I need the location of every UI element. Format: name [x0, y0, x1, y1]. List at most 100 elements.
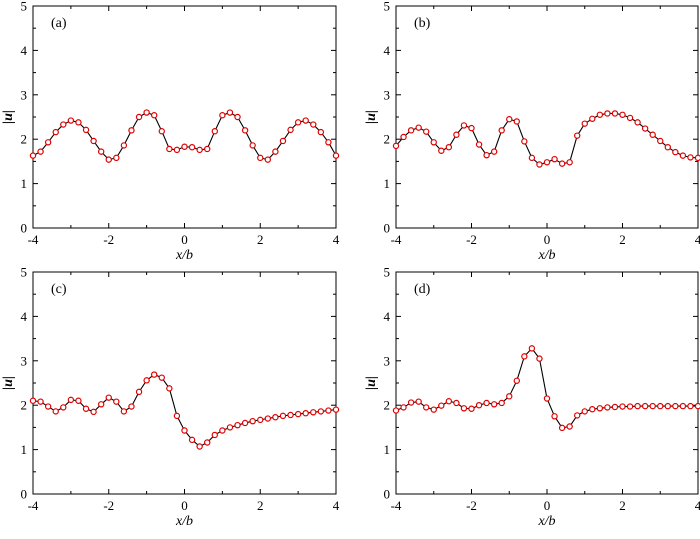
data-point [596, 405, 604, 412]
data-point [97, 401, 105, 408]
y-tick-label: 4 [384, 309, 391, 324]
data-point [641, 125, 649, 132]
data-point [97, 148, 105, 155]
data-point [135, 113, 143, 121]
data-point [166, 145, 173, 153]
data-point [226, 109, 234, 116]
data-point [52, 408, 59, 415]
data-point [188, 143, 196, 151]
data-point [249, 417, 256, 425]
data-point [415, 124, 422, 131]
x-axis-label: x/b [175, 514, 193, 529]
data-point [181, 143, 188, 150]
panel-label: (d) [414, 282, 431, 297]
x-tick-label: 0 [544, 498, 551, 513]
data-point [37, 398, 44, 405]
data-point [513, 118, 521, 125]
data-point [521, 138, 528, 145]
x-tick-label: 4 [695, 232, 700, 247]
x-tick-label: -4 [28, 232, 39, 247]
y-tick-label: 1 [21, 442, 28, 457]
data-point [506, 116, 513, 123]
series-line [32, 374, 337, 448]
data-point [302, 117, 309, 124]
y-tick-label: 2 [384, 132, 391, 147]
data-point [679, 402, 687, 410]
data-point [287, 411, 294, 419]
data-point [445, 143, 453, 151]
data-point [82, 126, 90, 134]
data-point [490, 148, 498, 155]
data-point [302, 409, 309, 417]
data-point [694, 154, 700, 162]
x-tick-label: 4 [333, 232, 340, 247]
x-tick-label: 4 [695, 498, 700, 513]
data-point [279, 412, 287, 420]
y-axis-label: |u| [1, 376, 16, 390]
x-tick-label: 2 [257, 498, 264, 513]
data-point [44, 139, 52, 146]
data-point [325, 139, 332, 146]
y-tick-label: 2 [21, 398, 28, 413]
data-point [460, 122, 468, 129]
data-point [234, 421, 241, 429]
plot-frame [395, 271, 699, 495]
data-point [37, 148, 44, 155]
data-point [29, 397, 37, 404]
data-point [60, 121, 67, 128]
data-point [400, 133, 407, 141]
data-point [241, 419, 249, 427]
chart-panel-4: -4 -2 0 2 4 0 1 2 3 4 5 x/b |u| (d) [364, 265, 700, 529]
data-point [75, 397, 82, 404]
data-point [158, 128, 165, 135]
data-point [181, 427, 188, 434]
data-point [196, 443, 203, 450]
data-point [498, 399, 505, 407]
data-point [407, 127, 415, 134]
data-point [317, 408, 325, 415]
data-point [589, 115, 596, 122]
data-point [649, 402, 656, 410]
series-line [395, 347, 698, 429]
data-point [105, 156, 112, 163]
data-point [581, 408, 588, 415]
series-line [395, 112, 699, 166]
data-point [249, 142, 256, 149]
data-point [219, 427, 226, 434]
y-tick-label: 0 [21, 221, 28, 236]
y-tick-label: 1 [384, 442, 391, 457]
data-point [113, 154, 120, 162]
data-point [113, 398, 120, 405]
y-tick-label: 5 [21, 0, 28, 14]
data-point [566, 423, 573, 430]
x-tick-label: -4 [28, 498, 39, 513]
data-point [150, 112, 158, 119]
data-point [679, 152, 687, 159]
data-point [211, 431, 218, 439]
data-point [204, 145, 211, 153]
data-point [453, 399, 460, 407]
data-point [294, 410, 302, 418]
y-tick-label: 5 [21, 265, 28, 280]
data-point [188, 436, 196, 444]
data-point [128, 403, 135, 410]
data-point [400, 404, 407, 411]
y-tick-label: 2 [384, 398, 391, 413]
data-point [438, 402, 445, 409]
panel-label: (a) [51, 16, 67, 31]
data-point [596, 111, 604, 118]
data-point [483, 399, 490, 407]
y-tick-label: 2 [21, 132, 28, 147]
data-point [475, 402, 483, 409]
data-point [475, 141, 483, 148]
data-point [430, 139, 437, 146]
x-tick-label: 2 [619, 232, 626, 247]
data-point [687, 402, 694, 410]
chart-panel-2: -4 -2 0 2 4 0 1 2 3 4 5 x/b |u| (b) [364, 0, 700, 263]
data-point [415, 398, 422, 405]
data-point [120, 142, 128, 149]
data-point [657, 137, 664, 145]
data-point [521, 353, 528, 360]
plot-frame [32, 5, 337, 229]
